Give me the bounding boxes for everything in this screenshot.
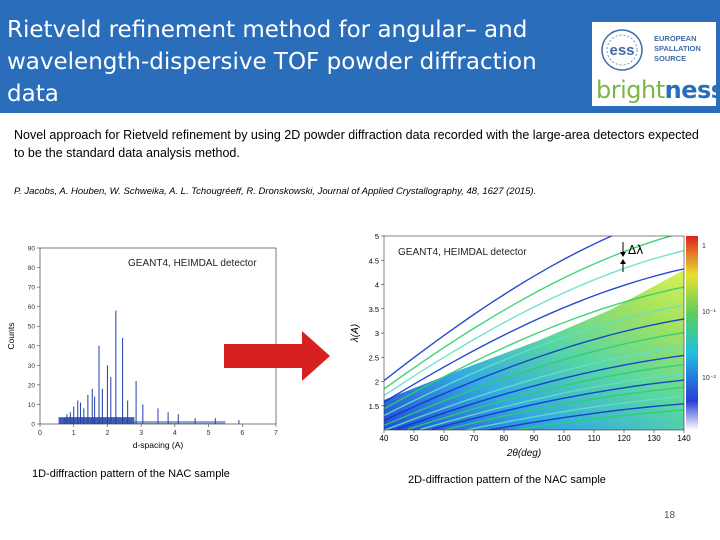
ess-logo-text: EUROPEAN SPALLATION SOURCE [654, 34, 701, 64]
chart-peaks [58, 310, 240, 424]
diffraction-line [510, 409, 684, 430]
ess-logo-icon: ess [601, 29, 643, 71]
reference-citation: P. Jacobs, A. Houben, W. Schweika, A. L.… [14, 186, 537, 197]
colorbar [686, 236, 698, 430]
colorbar-tick-label: 1 [702, 243, 706, 250]
diffraction-line [384, 332, 684, 427]
logo-line: SPALLATION [654, 44, 701, 53]
delta-lambda-label: Δλ [628, 243, 643, 257]
y-tick-label: 40 [28, 343, 36, 350]
y-tick-label: 3 [375, 329, 379, 338]
x-tick-label: 120 [617, 434, 631, 443]
diffraction-line [384, 286, 684, 410]
diffraction-2d-heatmap: 40 50 60 70 80 90 100 110 120 130 140 1.5 2 2.5 3 3.5 4 4… [350, 232, 716, 459]
logo-line: EUROPEAN [654, 34, 697, 43]
heatmap-axes [381, 235, 685, 433]
x-tick-label: 70 [470, 434, 479, 443]
y-tick-label: 60 [28, 304, 36, 311]
colorbar-tick-label: 10⁻² [702, 375, 716, 382]
x-tick-label: 5 [207, 430, 211, 437]
heatmap-labels: 40 50 60 70 80 90 100 110 120 130 140 1.5 2 2.5 3 3.5 4 4… [350, 232, 716, 459]
x-tick-label: 40 [380, 434, 389, 443]
page-number: 18 [664, 510, 676, 521]
y-tick-label: 20 [28, 382, 36, 389]
y-tick-label: 5 [375, 232, 379, 241]
brightness-prefix: bright [596, 76, 665, 104]
diffraction-line [384, 318, 684, 422]
x-axis-label: 2θ(deg) [506, 448, 541, 459]
slide-header: Rietveld refinement method for angular– … [0, 0, 720, 113]
plot2-annotation: GEANT4, HEIMDAL detector [396, 246, 529, 259]
diffraction-line [384, 345, 684, 430]
diffraction-line [407, 363, 684, 430]
diffraction-line [395, 354, 684, 430]
y-tick-label: 30 [28, 363, 36, 370]
diffraction-line [384, 236, 673, 390]
brightness-wordmark: brightness [596, 76, 720, 104]
plot2-caption: 2D-diffraction pattern of the NAC sample [408, 474, 606, 486]
y-tick-label: 80 [28, 265, 36, 272]
right-arrow-icon [224, 331, 330, 381]
x-axis-label: d-spacing (A) [133, 440, 184, 450]
diffraction-line [384, 236, 613, 382]
x-tick-label: 140 [677, 434, 691, 443]
y-tick-label: 10 [28, 402, 36, 409]
y-tick-label: 50 [28, 324, 36, 331]
y-tick-label: 2.5 [369, 353, 379, 362]
y-axis-label: λ(A) [350, 324, 361, 343]
x-tick-label: 90 [530, 434, 539, 443]
plot1-annotation: GEANT4, HEIMDAL detector [126, 257, 259, 270]
x-tick-label: 7 [274, 430, 278, 437]
y-tick-label: 1.5 [369, 402, 379, 411]
logo-line: SOURCE [654, 54, 687, 63]
y-tick-label: 0 [31, 422, 35, 429]
y-tick-label: 70 [28, 285, 36, 292]
x-tick-label: 100 [557, 434, 571, 443]
y-tick-label: 2 [375, 378, 379, 387]
colorbar-tick-label: 10⁻¹ [702, 309, 716, 316]
x-tick-label: 80 [500, 434, 509, 443]
x-tick-label: 1 [72, 430, 76, 437]
x-tick-label: 0 [38, 430, 42, 437]
y-tick-label: 3.5 [369, 305, 379, 314]
diffraction-line [431, 379, 684, 430]
x-tick-label: 4 [173, 430, 177, 437]
x-tick-label: 130 [647, 434, 661, 443]
x-tick-label: 110 [588, 434, 601, 443]
heatmap-streaks [384, 236, 684, 430]
diffraction-line [419, 373, 684, 430]
diffraction-line [443, 386, 684, 430]
brightness-suffix: ness [664, 76, 720, 104]
plot1-caption: 1D-diffraction pattern of the NAC sample [32, 468, 230, 480]
diffraction-line [485, 403, 684, 430]
diffraction-line [384, 268, 684, 403]
x-tick-label: 6 [240, 430, 244, 437]
y-tick-label: 4.5 [369, 256, 379, 265]
ess-brightness-logo: ess EUROPEAN SPALLATION SOURCE brightnes… [592, 22, 720, 106]
diffraction-line [463, 395, 684, 430]
y-tick-label: 90 [28, 246, 36, 253]
diffraction-line [384, 304, 684, 417]
x-tick-label: 3 [139, 430, 143, 437]
x-tick-label: 2 [105, 430, 109, 437]
intro-text: Novel approach for Rietveld refinement b… [14, 128, 699, 160]
y-axis-label: Counts [6, 323, 16, 350]
x-tick-label: 50 [410, 434, 419, 443]
slide-title: Rietveld refinement method for angular– … [7, 17, 537, 107]
baseline-noise [134, 421, 226, 424]
baseline-noise [58, 417, 135, 424]
diffraction-line [384, 249, 684, 397]
x-tick-label: 60 [440, 434, 449, 443]
y-tick-label: 4 [375, 281, 379, 290]
ess-mark: ess [609, 42, 634, 59]
